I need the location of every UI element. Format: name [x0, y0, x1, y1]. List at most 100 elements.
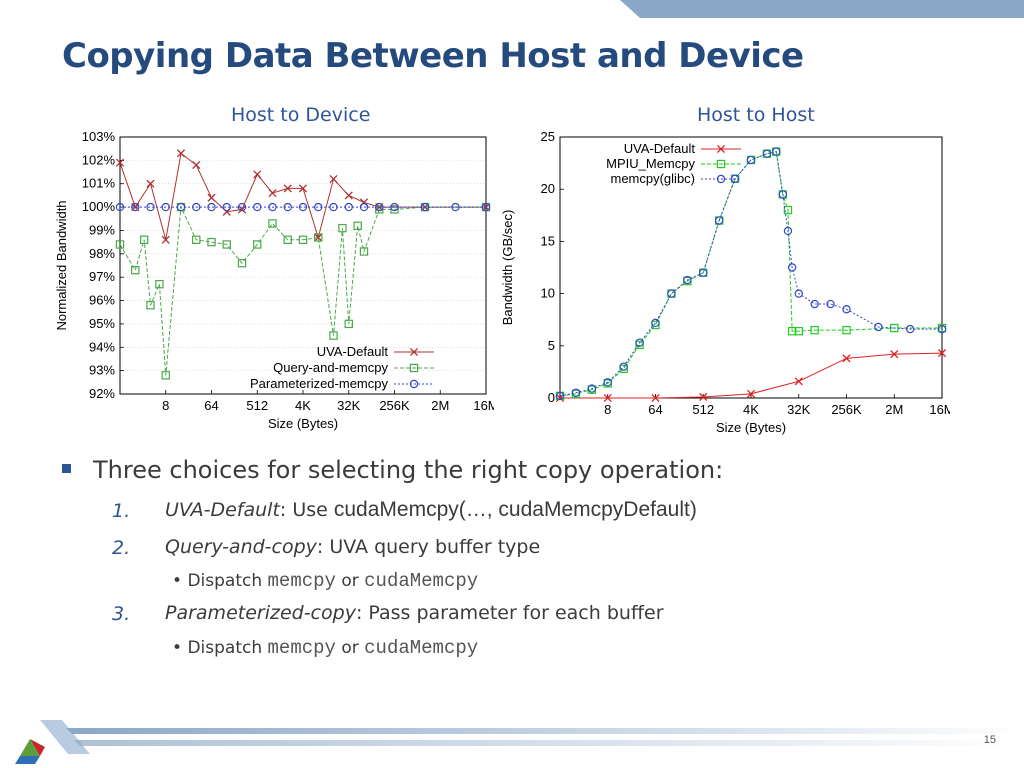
- right-chart-point: [905, 324, 915, 334]
- left-chart-point: [481, 202, 491, 212]
- right-chart-point: [603, 393, 612, 403]
- left-chart-x-tick-label: 16M: [473, 398, 494, 413]
- left-chart-y-tick-label: 100%: [82, 199, 116, 214]
- sub-bullet-2: • Dispatch memcpy or cudaMemcpy: [172, 637, 479, 659]
- left-chart-point: [207, 193, 216, 202]
- left-chart-point: [390, 205, 399, 214]
- right-chart: 25 20 15 10 5 0 8 64 512 4K 32K 256K 2M 16M Size (Byte…: [498, 128, 950, 448]
- left-chart-x-tick-label: 8: [162, 398, 169, 413]
- right-chart-point: [794, 377, 803, 386]
- item-name: UVA-Default: [165, 499, 280, 521]
- left-chart-y-tick-label: 103%: [82, 129, 116, 144]
- sub-mid: or: [335, 638, 365, 658]
- left-chart-y-axis-label: Normalized Bandwidth: [54, 200, 69, 330]
- left-chart-point: [268, 219, 277, 228]
- left-chart-series-1: [115, 202, 491, 380]
- left-chart-x-tick-label: 64: [204, 398, 218, 413]
- sub-code-cudamemcpy: cudaMemcpy: [364, 637, 479, 659]
- right-chart-point: [772, 147, 781, 156]
- right-chart-point: [683, 275, 692, 285]
- right-chart-y-tick-label: 25: [541, 129, 555, 144]
- right-chart-point: [571, 388, 581, 397]
- left-chart-point: [359, 202, 369, 212]
- right-chart-legend-label: MPIU_Memcpy: [606, 156, 695, 171]
- left-chart-point: [298, 202, 308, 212]
- left-chart-point: [268, 189, 277, 198]
- right-chart-y-tick-label: 0: [548, 390, 555, 405]
- left-chart-legend-marker: [409, 379, 419, 389]
- left-chart-point: [161, 371, 170, 380]
- logo-icon: [15, 739, 45, 764]
- right-chart-point: [842, 354, 851, 363]
- left-chart-x-tick-label: 2M: [431, 398, 449, 413]
- left-chart-y-tick-label: 95%: [89, 316, 115, 331]
- item-number-3: 3.: [112, 603, 131, 625]
- left-chart-point: [329, 331, 338, 340]
- right-chart-y-tick-label: 20: [541, 181, 555, 196]
- right-chart-point: [762, 149, 772, 158]
- left-chart-x-axis-label: Size (Bytes): [268, 416, 338, 431]
- left-chart-y-tick-label: 102%: [82, 152, 116, 167]
- left-chart-point: [192, 235, 201, 244]
- right-chart-point: [826, 299, 835, 309]
- left-chart-point: [451, 202, 460, 212]
- right-chart-point: [746, 155, 756, 165]
- page-number: 15: [983, 734, 996, 746]
- right-chart-point: [667, 289, 676, 298]
- sub-code-memcpy: memcpy: [267, 570, 336, 592]
- right-chart-point: [555, 391, 565, 401]
- slide-title: Copying Data Between Host and Device: [62, 36, 804, 76]
- right-chart-title: Host to Host: [697, 104, 815, 126]
- left-chart-point: [353, 221, 362, 230]
- left-chart-y-tick-label: 94%: [89, 339, 115, 354]
- left-chart-point: [283, 235, 292, 244]
- left-chart-point: [253, 202, 262, 212]
- item-sep: : Use: [279, 499, 334, 521]
- left-chart-point: [139, 235, 149, 244]
- right-chart-legend-label: memcpy(glibc): [610, 171, 695, 186]
- left-chart-point: [161, 202, 170, 212]
- right-chart-x-tick-label: 32K: [787, 402, 810, 417]
- right-chart-legend-label: UVA-Default: [624, 141, 696, 156]
- left-chart-point: [420, 202, 430, 212]
- left-chart-legend-label: Query-and-memcpy: [273, 360, 388, 375]
- left-chart-point: [344, 202, 353, 212]
- left-chart-point: [329, 174, 338, 184]
- right-chart-y-tick-label: 5: [548, 338, 555, 353]
- sub-code-memcpy: memcpy: [267, 637, 336, 659]
- item-name: Query-and-copy: [165, 536, 317, 558]
- left-chart-point: [283, 202, 292, 212]
- item-sep: : UVA query buffer type: [316, 536, 541, 558]
- left-chart-point: [268, 202, 277, 212]
- left-chart-point: [161, 235, 170, 244]
- left-chart-point: [176, 202, 186, 212]
- left-chart-title: Host to Device: [231, 104, 371, 126]
- right-chart-point: [699, 392, 708, 402]
- right-chart-x-tick-label: 16M: [929, 402, 950, 417]
- item-uva-default: UVA-Default: Use cudaMemcpy(…, cudaMemcp…: [165, 498, 697, 522]
- left-chart-y-tick-label: 96%: [89, 293, 115, 308]
- right-chart-y-tick-label: 10: [541, 286, 555, 301]
- left-chart-point: [207, 202, 216, 212]
- right-chart-series-0: [555, 349, 947, 403]
- left-chart-point: [115, 240, 125, 249]
- left-chart-y-tick-label: 92%: [89, 386, 115, 401]
- right-chart-x-tick-label: 4K: [743, 402, 759, 417]
- left-chart-point: [192, 160, 201, 170]
- right-chart-legend-marker: [716, 174, 726, 184]
- right-chart-x-tick-label: 2M: [885, 402, 903, 417]
- bullet-main: Three choices for selecting the right co…: [62, 456, 723, 484]
- right-chart-point: [842, 325, 851, 335]
- right-chart-point: [783, 226, 793, 236]
- right-chart-point: [619, 362, 628, 371]
- right-chart-point: [937, 349, 947, 358]
- left-chart-point: [115, 158, 125, 167]
- sub-code-cudamemcpy: cudaMemcpy: [364, 570, 479, 592]
- left-chart-legend-marker: [409, 347, 419, 357]
- left-chart-point: [207, 237, 216, 247]
- right-chart-point: [842, 305, 851, 314]
- left-chart-x-tick-label: 32K: [337, 398, 360, 413]
- left-chart-legend-label: UVA-Default: [317, 344, 389, 359]
- left-chart-y-tick-label: 93%: [89, 363, 115, 378]
- square-bullet-icon: [62, 464, 71, 473]
